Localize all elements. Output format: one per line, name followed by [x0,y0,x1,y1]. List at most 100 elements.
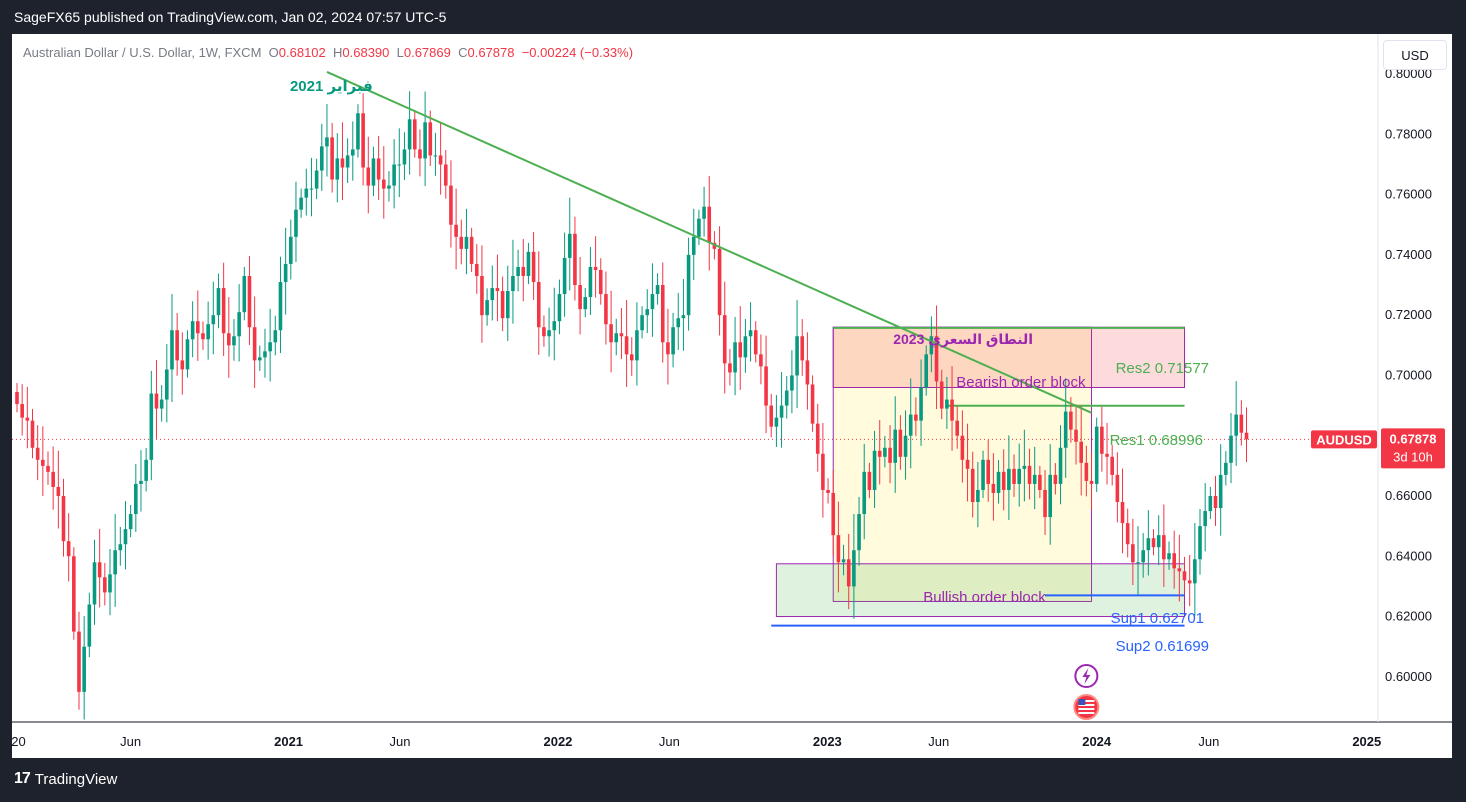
currency-button[interactable]: USD [1383,40,1447,70]
open-value: 0.68102 [278,45,326,60]
candle-body [433,155,438,157]
candle [1120,468,1125,554]
candle [1089,452,1094,510]
candle-body [1038,474,1042,490]
candle [1141,533,1145,578]
candle-body [1125,523,1130,545]
candle [629,337,634,376]
footer-brand[interactable]: 17 TradingView [14,770,117,788]
candle-body [578,285,582,310]
candle [795,300,799,408]
candle [1074,404,1078,465]
candle [97,528,102,608]
candle [604,271,608,345]
candle-body [903,435,908,457]
candle [671,312,675,368]
x-tick-label: Jun [928,734,949,749]
candle [252,296,257,389]
candle [1058,425,1063,505]
candle-body [676,318,681,328]
candle [872,430,877,508]
candle-body [454,224,458,237]
candle-body [567,233,572,258]
candle-body [1069,411,1073,430]
candle-body [1063,411,1068,448]
candle [87,592,92,658]
candle-body [330,137,334,180]
candle-body [128,514,133,530]
candle [531,231,536,300]
y-tick-label: 0.78000 [1385,126,1432,141]
candle [387,171,391,202]
candle [216,273,221,329]
candle-body [304,188,309,198]
candle [738,306,743,390]
candle-body [655,285,660,295]
candle [438,121,443,195]
y-tick-label: 0.66000 [1385,488,1432,503]
candle-body [671,327,675,355]
candle-body [691,236,696,255]
candle-body [237,312,241,337]
candle [1007,435,1011,521]
candle [392,139,396,209]
candle [950,366,954,451]
candle-body [914,414,918,421]
candle [867,462,872,499]
candle [15,382,19,413]
candle [1043,470,1047,535]
candle [1115,452,1120,523]
candle [1012,454,1016,497]
candle-body [965,459,970,469]
candle-body [170,330,174,370]
candle-body [831,492,836,536]
candle-body [474,263,479,276]
candle [722,281,727,394]
candle [970,451,975,518]
candle [345,138,350,183]
chart-frame[interactable]: 0.600000.620000.640000.660000.680000.700… [12,34,1452,758]
candle-body [309,188,314,190]
candle [981,450,985,499]
us-flag-icon-canton [1078,699,1086,705]
annotation-sup1: Sup1 0.62701 [1111,610,1204,627]
candle [335,133,340,203]
candle [547,307,551,357]
symbol-tag-label: AUDUSD [1316,432,1372,447]
candle [676,292,681,351]
candle-body [697,218,701,237]
symbol-legend: Australian Dollar / U.S. Dollar, 1W, FXC… [23,45,633,60]
candle [800,319,805,376]
candle-body [366,167,371,186]
candle-body [1162,535,1166,560]
candle-body [702,206,706,219]
candle-body [469,236,474,264]
candle [1105,423,1109,485]
candle [1079,405,1083,496]
candle-body [1007,468,1011,490]
y-tick-label: 0.76000 [1385,187,1432,202]
candle-body [521,266,526,276]
candle-body [108,574,112,593]
candle [536,251,541,355]
price-chart[interactable]: 0.600000.620000.640000.660000.680000.700… [12,34,1452,758]
candle [263,328,267,378]
y-tick-label: 0.64000 [1385,548,1432,563]
candle-body [733,342,737,373]
candle [309,157,314,217]
candle-body [500,291,505,319]
downtrend-line [326,71,1092,414]
candle [697,209,701,245]
candle-body [350,149,355,156]
candle [418,129,422,177]
candle-body [790,375,794,391]
candle [149,370,154,481]
candle [283,227,288,315]
lightning-icon-bolt [1082,668,1091,684]
candle [175,313,179,376]
candle-body [283,263,288,283]
candle [273,315,278,356]
candle [294,181,298,263]
candle [232,319,236,361]
candle [609,290,613,373]
